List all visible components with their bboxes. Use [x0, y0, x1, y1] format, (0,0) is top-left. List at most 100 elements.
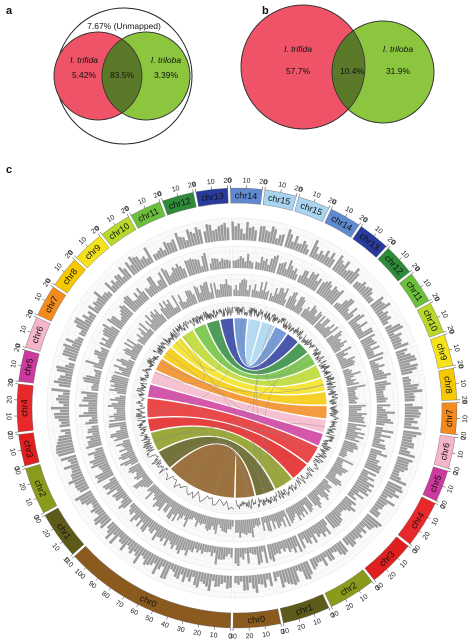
track-grid — [83, 283, 101, 305]
track-grid — [80, 390, 82, 426]
track-grid — [207, 251, 231, 255]
tick-label: 0 — [228, 178, 232, 185]
track-bars — [144, 272, 168, 298]
tick-mark — [143, 205, 146, 209]
trifida-pct-a: 5.42% — [72, 70, 97, 80]
tick-label: 10 — [422, 278, 432, 288]
tick-mark — [166, 616, 168, 620]
track-grid — [59, 458, 76, 497]
track-bars — [342, 368, 361, 387]
tick-label: 0 — [67, 249, 75, 257]
tick-label: 20 — [453, 466, 462, 476]
tick-label: 0 — [374, 585, 381, 593]
track-grid — [404, 460, 414, 487]
tick-mark — [136, 604, 139, 608]
line-track — [135, 397, 146, 420]
track-grid — [143, 307, 158, 321]
track-bars — [55, 428, 75, 457]
tick-label: 10 — [344, 206, 354, 216]
line-track — [218, 306, 234, 317]
track-grid — [381, 428, 387, 450]
track-grid — [329, 375, 334, 390]
synteny-ribbon — [150, 426, 293, 490]
track-bars — [347, 384, 366, 404]
track-grid — [390, 379, 394, 403]
track-bars — [128, 502, 233, 565]
track-bars — [296, 270, 323, 292]
track-grid — [162, 475, 234, 510]
overlap-pct-b: 10.4% — [340, 66, 365, 76]
track-grid — [374, 333, 385, 355]
track-bars — [235, 517, 261, 538]
track-grid — [383, 295, 399, 319]
tick-label: 0 — [157, 190, 163, 198]
track-bars — [384, 323, 409, 350]
tick-mark — [21, 465, 25, 468]
cross-link — [265, 328, 324, 390]
cross-link — [214, 450, 273, 496]
tick-label: 10 — [431, 517, 441, 527]
track-grid — [150, 240, 175, 252]
track-grid — [124, 470, 142, 494]
track-grid — [273, 284, 291, 292]
tick-label: 20 — [460, 396, 467, 404]
track-bars — [331, 254, 361, 285]
tick-mark — [85, 244, 88, 247]
track-bars — [364, 448, 388, 474]
track-grid — [133, 396, 135, 420]
track-grid — [338, 329, 350, 346]
tick-label: 30 — [330, 610, 340, 620]
tick-mark — [447, 470, 451, 473]
track-grid — [359, 277, 378, 298]
tick-mark — [435, 503, 439, 505]
line-track — [276, 317, 292, 330]
track-bars — [369, 480, 403, 518]
track-grid — [109, 423, 114, 442]
tick-mark — [345, 599, 348, 603]
overlap-pct-a: 83.5% — [110, 70, 135, 80]
tick-mark — [448, 468, 452, 470]
tick-mark — [34, 313, 38, 316]
track-grid — [333, 390, 336, 405]
track-bars — [104, 266, 132, 294]
tick-mark — [27, 330, 31, 333]
tick-label: 20 — [386, 236, 397, 246]
track-grid — [201, 306, 217, 311]
panel-a: a 7.67% (Unmapped) I. trifida 5.42% 83.5… — [6, 5, 193, 145]
synteny-ribbon — [155, 358, 328, 420]
tick-label: 20 — [120, 205, 130, 215]
track-grid — [113, 443, 125, 470]
trifida-name-a: I. trifida — [70, 55, 98, 65]
track-bars — [300, 305, 323, 326]
tick-label: 10 — [243, 178, 251, 185]
tick-mark — [73, 255, 77, 258]
tick-mark — [313, 199, 316, 203]
tick-mark — [452, 452, 456, 454]
track-grid — [113, 354, 121, 373]
tick-mark — [373, 233, 377, 237]
track-grid — [249, 307, 265, 311]
track-bars — [87, 291, 113, 314]
tick-label: 0 — [228, 633, 232, 640]
tick-mark — [371, 581, 375, 585]
track-bg — [352, 269, 387, 305]
tick-label: 20 — [153, 191, 163, 200]
tick-label: 20 — [297, 623, 307, 632]
tick-mark — [50, 285, 54, 288]
track-grid — [183, 254, 206, 261]
track-bars — [144, 308, 167, 332]
track-bars — [352, 281, 374, 304]
track-grid — [129, 467, 146, 490]
track-grid — [250, 305, 265, 309]
track-bars — [123, 287, 150, 313]
tick-label: 20 — [456, 360, 464, 369]
chromosome-label: chr7 — [444, 409, 455, 427]
tick-mark — [42, 298, 46, 301]
line-track — [146, 355, 160, 368]
tick-label: 70 — [114, 599, 124, 609]
track-grid — [130, 321, 143, 337]
cross-link — [256, 324, 284, 486]
chromosome-label: chr14 — [235, 190, 258, 201]
tick-mark — [99, 231, 103, 235]
tick-mark — [443, 330, 447, 333]
